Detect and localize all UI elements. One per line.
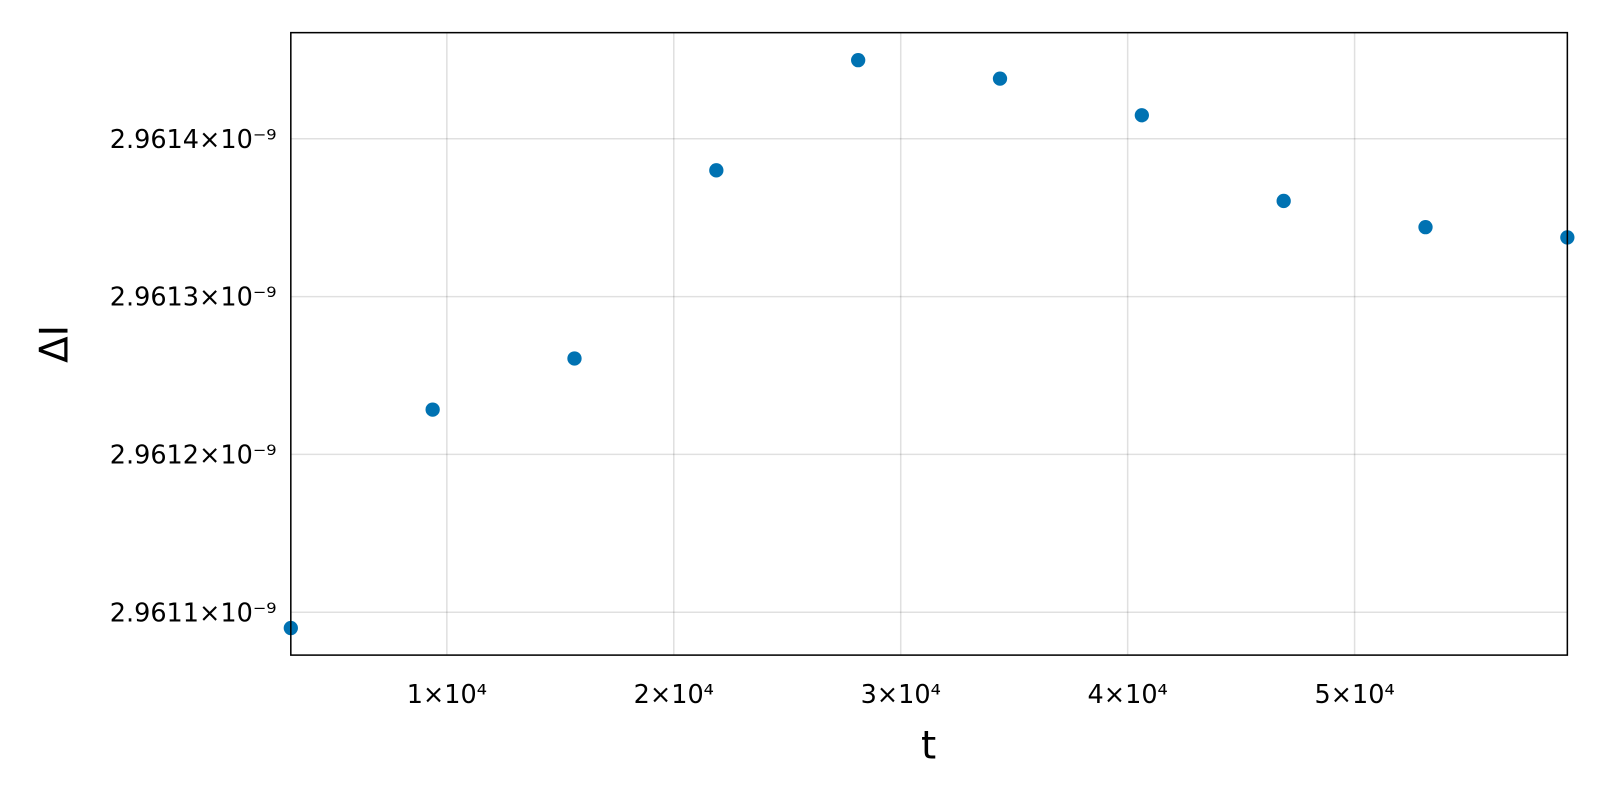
x-tick-label: 5×10⁴ [1314, 680, 1394, 710]
point [851, 53, 866, 68]
y-tick-label: 2.9612×10⁻⁹ [110, 440, 277, 470]
x-axis-label: t [921, 723, 936, 768]
point [1134, 108, 1149, 123]
grid [290, 32, 1568, 656]
x-tick-label: 4×10⁴ [1088, 680, 1168, 710]
point [709, 163, 724, 178]
point [425, 402, 440, 417]
x-tick-label: 1×10⁴ [407, 680, 487, 710]
plot-frame [290, 31, 1569, 656]
y-tick-label: 2.9611×10⁻⁹ [110, 598, 277, 628]
y-axis-label: ΔI [33, 325, 78, 363]
point [992, 71, 1008, 86]
point [567, 351, 582, 366]
y-tick-label: 2.9613×10⁻⁹ [110, 283, 277, 313]
x-tick-label: 3×10⁴ [861, 680, 941, 710]
plot-area [283, 53, 1575, 636]
point [1276, 193, 1291, 209]
x-tick-label: 2×10⁴ [634, 680, 714, 710]
y-tick-label: 2.9614×10⁻⁹ [110, 125, 277, 155]
point [1418, 220, 1433, 235]
